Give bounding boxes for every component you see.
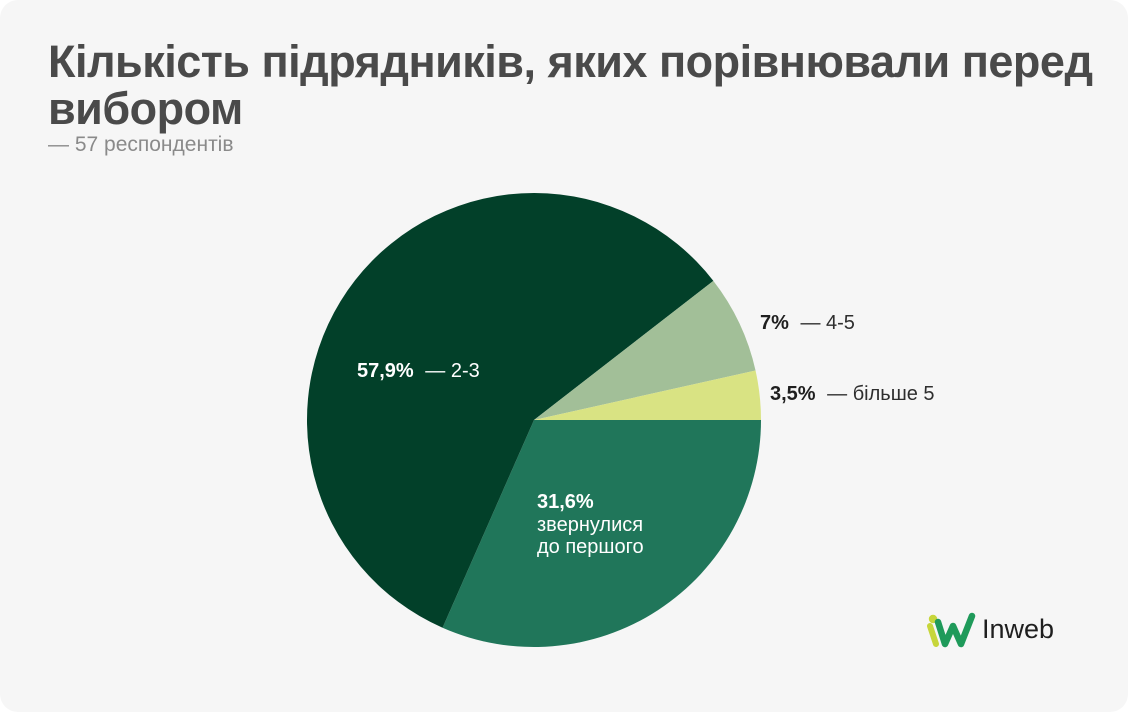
slice-label-2-3-pct: 57,9% (357, 360, 414, 382)
slice-label-first-line1: звернулися (537, 514, 643, 536)
inweb-logo: Inweb (926, 610, 1086, 654)
slice-label-4-5-text: — 4-5 (800, 312, 854, 334)
chart-title: Кількість підрядників, яких порівнювали … (48, 36, 1093, 134)
slice-label-4-5: 7% — 4-5 (760, 312, 855, 334)
slice-label-4-5-pct: 7% (760, 312, 789, 334)
inweb-logo-text: Inweb (982, 614, 1055, 644)
pie-slice-3 (534, 280, 756, 420)
slice-label-first-pct: 31,6% (537, 491, 594, 513)
slice-label-more5-text: — більше 5 (827, 383, 934, 405)
slice-label-more5: 3,5% — більше 5 (770, 383, 935, 405)
pie-slice-2 (306, 193, 714, 628)
slice-label-more5-pct: 3,5% (770, 383, 816, 405)
slice-label-2-3-text: — 2-3 (425, 360, 479, 382)
slice-label-first-line2: до першого (537, 536, 644, 558)
pie-slice-1 (442, 420, 761, 647)
inweb-logo-icon (927, 612, 976, 648)
chart-subtitle: — 57 респондентів (48, 133, 234, 156)
pie-slice-4 (534, 370, 761, 420)
slice-label-2-3: 57,9% — 2-3 (357, 360, 480, 382)
